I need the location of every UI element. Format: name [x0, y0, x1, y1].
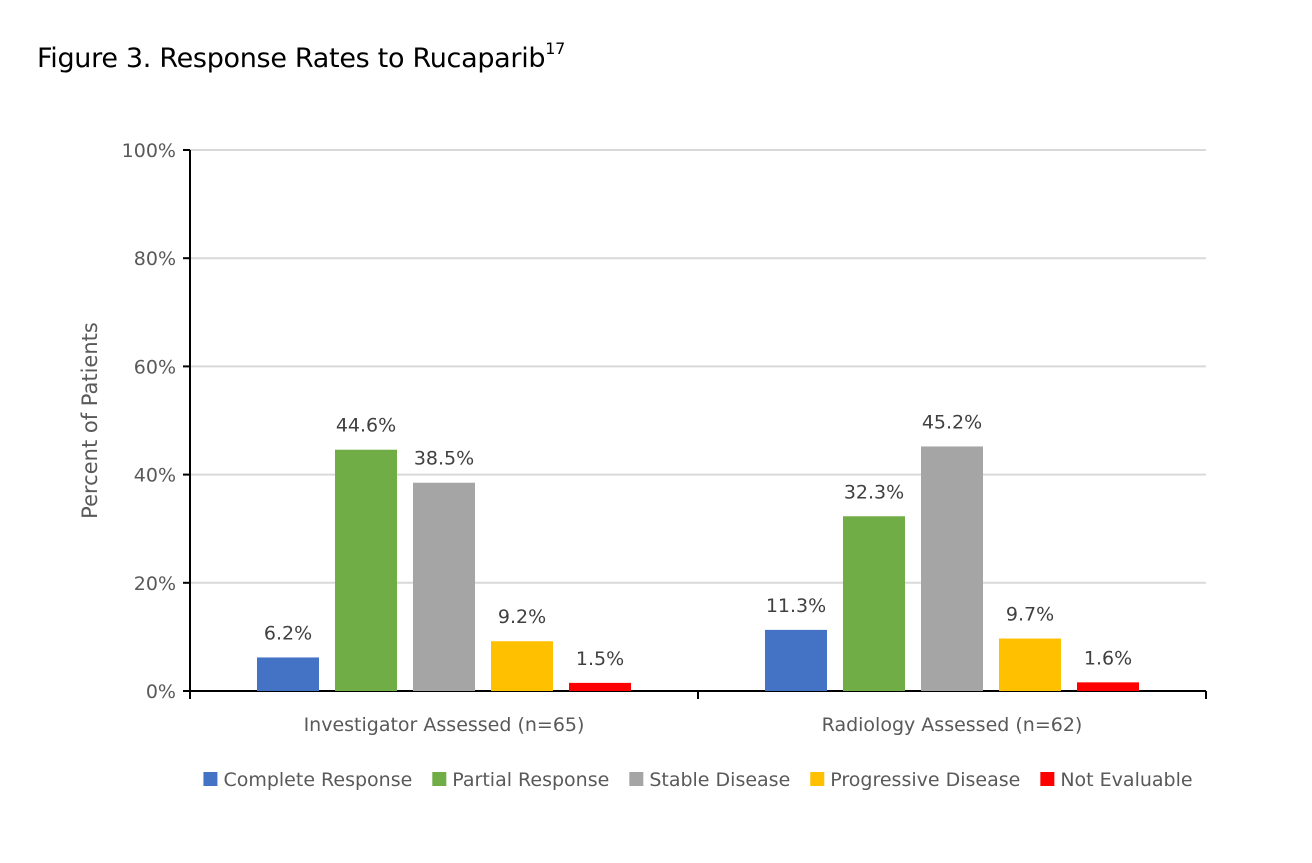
legend-label: Progressive Disease — [830, 769, 1020, 791]
title-superscript: 17 — [545, 39, 566, 58]
chart-title-text: Figure 3. Response Rates to Rucaparib — [37, 43, 546, 74]
data-label: 44.6% — [336, 415, 396, 437]
legend-swatch — [810, 772, 825, 786]
data-label: 45.2% — [922, 411, 982, 433]
y-tick-label: 80% — [134, 248, 176, 270]
legend-label: Stable Disease — [649, 769, 790, 791]
bar — [1077, 682, 1139, 691]
y-tick-label: 40% — [134, 465, 176, 487]
data-label: 9.2% — [498, 606, 546, 628]
bar — [569, 682, 631, 691]
legend-label: Not Evaluable — [1060, 769, 1192, 791]
bar — [257, 657, 319, 691]
bar — [843, 516, 905, 691]
legend-label: Complete Response — [223, 769, 412, 791]
bar — [921, 446, 983, 691]
legend-swatch — [203, 772, 218, 786]
y-tick-label: 100% — [122, 140, 176, 162]
bar — [765, 629, 827, 691]
data-label: 1.6% — [1084, 647, 1132, 669]
y-axis-label: Percent of Patients — [78, 322, 102, 519]
x-category-label: Radiology Assessed (n=62) — [822, 714, 1083, 736]
y-tick-label: 0% — [146, 681, 176, 703]
data-label: 6.2% — [264, 622, 312, 644]
y-tick-label: 60% — [134, 356, 176, 378]
chart-title: Figure 3. Response Rates to Rucaparib17 — [37, 39, 566, 74]
legend-swatch — [432, 772, 447, 786]
data-label: 32.3% — [844, 481, 904, 503]
bar — [335, 449, 397, 691]
legend-swatch — [629, 772, 644, 786]
data-label: 11.3% — [766, 595, 826, 617]
y-tick-label: 20% — [134, 573, 176, 595]
data-label: 38.5% — [414, 448, 474, 470]
data-label: 9.7% — [1006, 604, 1054, 626]
bar — [491, 641, 553, 691]
x-category-label: Investigator Assessed (n=65) — [304, 714, 585, 736]
bar — [413, 482, 475, 691]
data-label: 1.5% — [576, 648, 624, 670]
bar — [999, 638, 1061, 691]
legend-swatch — [1040, 772, 1055, 786]
legend-label: Partial Response — [452, 769, 609, 791]
